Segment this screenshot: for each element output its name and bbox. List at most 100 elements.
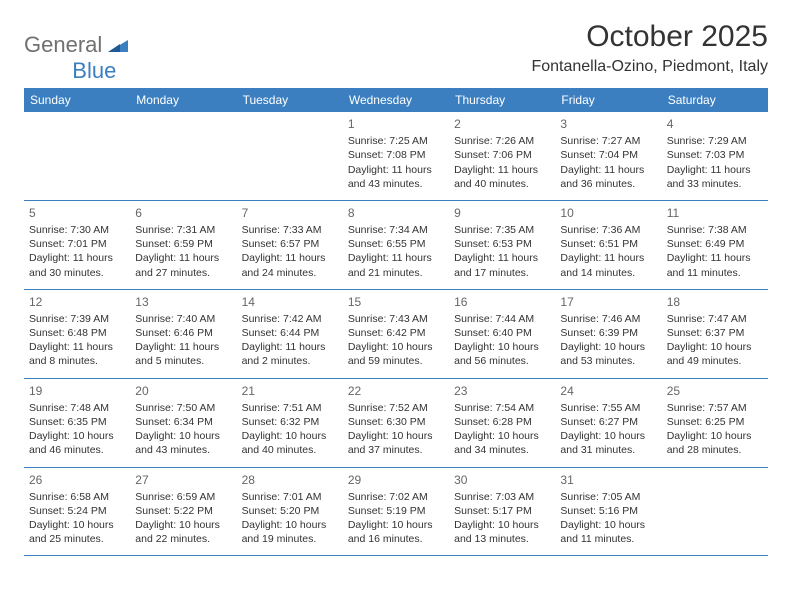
day-header: Monday xyxy=(130,88,236,112)
sunrise-text: Sunrise: 7:39 AM xyxy=(29,312,125,326)
day-number: 3 xyxy=(560,116,656,132)
day-cell: 10Sunrise: 7:36 AMSunset: 6:51 PMDayligh… xyxy=(555,200,661,289)
sunset-text: Sunset: 6:30 PM xyxy=(348,415,444,429)
day-header: Saturday xyxy=(662,88,768,112)
day-number: 13 xyxy=(135,294,231,310)
sunset-text: Sunset: 6:46 PM xyxy=(135,326,231,340)
day-header-row: SundayMondayTuesdayWednesdayThursdayFrid… xyxy=(24,88,768,112)
daylight-text: Daylight: 11 hours and 14 minutes. xyxy=(560,251,656,279)
daylight-text: Daylight: 10 hours and 40 minutes. xyxy=(242,429,338,457)
day-number: 22 xyxy=(348,383,444,399)
sunset-text: Sunset: 5:17 PM xyxy=(454,504,550,518)
sunrise-text: Sunrise: 7:54 AM xyxy=(454,401,550,415)
daylight-text: Daylight: 10 hours and 31 minutes. xyxy=(560,429,656,457)
sunset-text: Sunset: 6:59 PM xyxy=(135,237,231,251)
sunrise-text: Sunrise: 7:48 AM xyxy=(29,401,125,415)
daylight-text: Daylight: 11 hours and 27 minutes. xyxy=(135,251,231,279)
day-number: 2 xyxy=(454,116,550,132)
calendar-row: 1Sunrise: 7:25 AMSunset: 7:08 PMDaylight… xyxy=(24,112,768,200)
daylight-text: Daylight: 10 hours and 28 minutes. xyxy=(667,429,763,457)
sunset-text: Sunset: 6:48 PM xyxy=(29,326,125,340)
day-number: 10 xyxy=(560,205,656,221)
daylight-text: Daylight: 11 hours and 2 minutes. xyxy=(242,340,338,368)
day-cell: 28Sunrise: 7:01 AMSunset: 5:20 PMDayligh… xyxy=(237,467,343,556)
sunrise-text: Sunrise: 7:02 AM xyxy=(348,490,444,504)
day-number: 19 xyxy=(29,383,125,399)
sunset-text: Sunset: 6:44 PM xyxy=(242,326,338,340)
day-header: Sunday xyxy=(24,88,130,112)
empty-cell xyxy=(24,112,130,200)
daylight-text: Daylight: 11 hours and 21 minutes. xyxy=(348,251,444,279)
daylight-text: Daylight: 10 hours and 37 minutes. xyxy=(348,429,444,457)
day-cell: 7 Sunrise: 7:33 AMSunset: 6:57 PMDaylight… xyxy=(237,200,343,289)
sunrise-text: Sunrise: 7:42 AM xyxy=(242,312,338,326)
sunset-text: Sunset: 5:24 PM xyxy=(29,504,125,518)
day-cell: 20Sunrise: 7:50 AMSunset: 6:34 PMDayligh… xyxy=(130,378,236,467)
day-cell: 13 Sunrise: 7:40 AMSunset: 6:46 PMDayligh… xyxy=(130,289,236,378)
header: General Blue October 2025 Fontanella-Ozi… xyxy=(24,20,768,76)
day-cell: 30Sunrise: 7:03 AMSunset: 5:17 PMDayligh… xyxy=(449,467,555,556)
day-cell: 22Sunrise: 7:52 AMSunset: 6:30 PMDayligh… xyxy=(343,378,449,467)
daylight-text: Daylight: 11 hours and 40 minutes. xyxy=(454,163,550,191)
sunset-text: Sunset: 6:27 PM xyxy=(560,415,656,429)
day-header: Tuesday xyxy=(237,88,343,112)
sunset-text: Sunset: 6:39 PM xyxy=(560,326,656,340)
calendar-row: 19Sunrise: 7:48 AMSunset: 6:35 PMDayligh… xyxy=(24,378,768,467)
daylight-text: Daylight: 10 hours and 25 minutes. xyxy=(29,518,125,546)
day-number: 18 xyxy=(667,294,763,310)
day-number: 17 xyxy=(560,294,656,310)
sunrise-text: Sunrise: 7:40 AM xyxy=(135,312,231,326)
sunset-text: Sunset: 6:55 PM xyxy=(348,237,444,251)
day-number: 26 xyxy=(29,472,125,488)
day-number: 25 xyxy=(667,383,763,399)
day-number: 1 xyxy=(348,116,444,132)
daylight-text: Daylight: 11 hours and 24 minutes. xyxy=(242,251,338,279)
sunset-text: Sunset: 6:34 PM xyxy=(135,415,231,429)
day-number: 16 xyxy=(454,294,550,310)
sunset-text: Sunset: 6:42 PM xyxy=(348,326,444,340)
logo-text-general: General xyxy=(24,32,102,58)
sunset-text: Sunset: 6:32 PM xyxy=(242,415,338,429)
day-cell: 21Sunrise: 7:51 AMSunset: 6:32 PMDayligh… xyxy=(237,378,343,467)
day-number: 20 xyxy=(135,383,231,399)
day-number: 28 xyxy=(242,472,338,488)
day-number: 21 xyxy=(242,383,338,399)
day-number: 31 xyxy=(560,472,656,488)
sunrise-text: Sunrise: 7:55 AM xyxy=(560,401,656,415)
day-cell: 23Sunrise: 7:54 AMSunset: 6:28 PMDayligh… xyxy=(449,378,555,467)
day-header: Thursday xyxy=(449,88,555,112)
daylight-text: Daylight: 10 hours and 53 minutes. xyxy=(560,340,656,368)
empty-cell xyxy=(130,112,236,200)
calendar-table: SundayMondayTuesdayWednesdayThursdayFrid… xyxy=(24,88,768,556)
day-cell: 6Sunrise: 7:31 AMSunset: 6:59 PMDaylight… xyxy=(130,200,236,289)
sunrise-text: Sunrise: 7:26 AM xyxy=(454,134,550,148)
sunrise-text: Sunrise: 7:46 AM xyxy=(560,312,656,326)
sunset-text: Sunset: 5:20 PM xyxy=(242,504,338,518)
daylight-text: Daylight: 11 hours and 36 minutes. xyxy=(560,163,656,191)
daylight-text: Daylight: 11 hours and 5 minutes. xyxy=(135,340,231,368)
day-number: 4 xyxy=(667,116,763,132)
day-cell: 14Sunrise: 7:42 AMSunset: 6:44 PMDayligh… xyxy=(237,289,343,378)
sunset-text: Sunset: 6:37 PM xyxy=(667,326,763,340)
day-number: 15 xyxy=(348,294,444,310)
sunset-text: Sunset: 6:57 PM xyxy=(242,237,338,251)
day-cell: 24Sunrise: 7:55 AMSunset: 6:27 PMDayligh… xyxy=(555,378,661,467)
day-number: 11 xyxy=(667,205,763,221)
daylight-text: Daylight: 11 hours and 11 minutes. xyxy=(667,251,763,279)
daylight-text: Daylight: 10 hours and 11 minutes. xyxy=(560,518,656,546)
daylight-text: Daylight: 10 hours and 59 minutes. xyxy=(348,340,444,368)
daylight-text: Daylight: 11 hours and 30 minutes. xyxy=(29,251,125,279)
empty-cell xyxy=(237,112,343,200)
day-cell: 4Sunrise: 7:29 AMSunset: 7:03 PMDaylight… xyxy=(662,112,768,200)
sunrise-text: Sunrise: 7:34 AM xyxy=(348,223,444,237)
sunrise-text: Sunrise: 7:29 AM xyxy=(667,134,763,148)
day-cell: 26Sunrise: 6:58 AMSunset: 5:24 PMDayligh… xyxy=(24,467,130,556)
day-cell: 19Sunrise: 7:48 AMSunset: 6:35 PMDayligh… xyxy=(24,378,130,467)
sunset-text: Sunset: 7:01 PM xyxy=(29,237,125,251)
sunrise-text: Sunrise: 7:05 AM xyxy=(560,490,656,504)
logo-text-blue: Blue xyxy=(72,58,116,84)
logo: General Blue xyxy=(24,20,116,70)
calendar-row: 5Sunrise: 7:30 AMSunset: 7:01 PMDaylight… xyxy=(24,200,768,289)
day-number: 7 xyxy=(242,205,338,221)
sunrise-text: Sunrise: 7:33 AM xyxy=(242,223,338,237)
